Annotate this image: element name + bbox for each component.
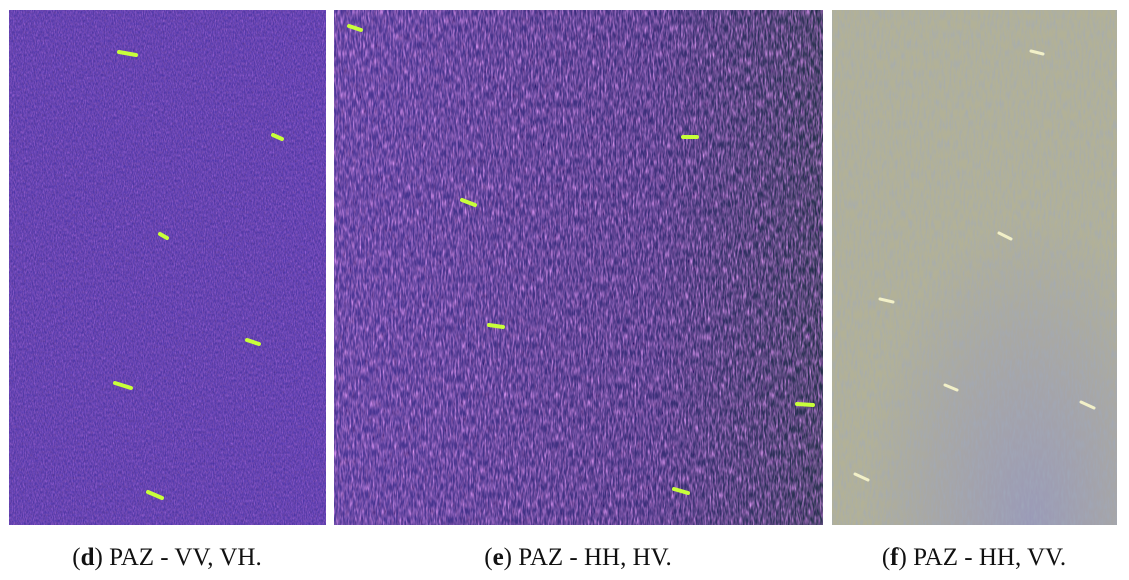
caption-letter: e bbox=[493, 544, 504, 571]
caption: (d) PAZ - VV, VH. bbox=[72, 544, 261, 571]
caption: (f) PAZ - HH, VV. bbox=[882, 544, 1066, 571]
caption-letter: f bbox=[890, 544, 899, 571]
caption-text: ) PAZ - HH, HV. bbox=[504, 544, 672, 571]
panel-f bbox=[832, 10, 1117, 525]
panel-d bbox=[9, 10, 326, 525]
ships bbox=[113, 50, 284, 500]
panel-e bbox=[334, 10, 823, 525]
caption-pre: ( bbox=[484, 544, 492, 571]
caption-letter: d bbox=[81, 544, 95, 571]
caption-pre: ( bbox=[72, 544, 80, 571]
ships bbox=[853, 49, 1096, 482]
caption-text: ) PAZ - VV, VH. bbox=[95, 544, 262, 571]
sar-texture bbox=[334, 10, 823, 525]
sar-texture bbox=[9, 10, 326, 525]
sar-texture bbox=[832, 10, 1117, 525]
ships bbox=[347, 24, 815, 495]
caption-text: ) PAZ - HH, VV. bbox=[899, 544, 1067, 571]
caption-pre: ( bbox=[882, 544, 890, 571]
caption: (e) PAZ - HH, HV. bbox=[484, 544, 672, 571]
